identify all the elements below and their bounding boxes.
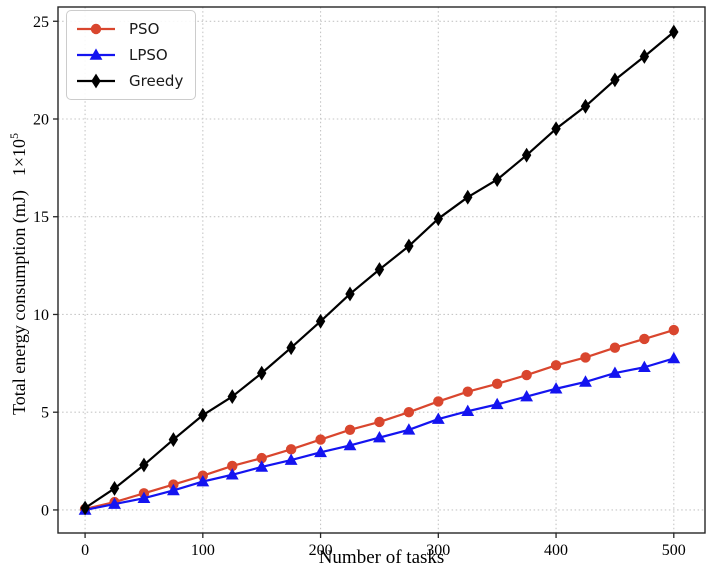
pso-line-marker-icon — [77, 23, 115, 35]
svg-text:200: 200 — [309, 542, 333, 559]
svg-text:300: 300 — [426, 542, 450, 559]
greedy-line-marker-icon — [77, 73, 115, 89]
svg-text:100: 100 — [191, 542, 215, 559]
legend-item-lpso: LPSO — [75, 42, 183, 68]
svg-text:400: 400 — [544, 542, 568, 559]
svg-text:0: 0 — [41, 502, 49, 519]
svg-text:5: 5 — [41, 405, 49, 422]
svg-text:20: 20 — [33, 112, 49, 129]
legend-label-lpso: LPSO — [129, 46, 168, 64]
legend: PSO LPSO Greedy — [66, 10, 197, 100]
legend-item-pso: PSO — [75, 16, 183, 42]
svg-text:25: 25 — [33, 14, 49, 31]
svg-text:500: 500 — [662, 542, 686, 559]
x-axis-label: Number of tasks — [318, 547, 445, 568]
y-axis-scale-factor: 1×105 — [7, 132, 29, 177]
svg-text:10: 10 — [33, 307, 49, 324]
y-axis-label-text: Total energy consumption (mJ) — [9, 190, 29, 416]
legend-label-pso: PSO — [129, 20, 160, 38]
svg-text:15: 15 — [33, 209, 49, 226]
y-axis-label: Total energy consumption (mJ) 1×105 — [7, 11, 33, 537]
legend-item-greedy: Greedy — [75, 68, 183, 94]
svg-text:0: 0 — [81, 542, 89, 559]
legend-label-greedy: Greedy — [129, 72, 184, 90]
lpso-line-marker-icon — [77, 48, 115, 60]
